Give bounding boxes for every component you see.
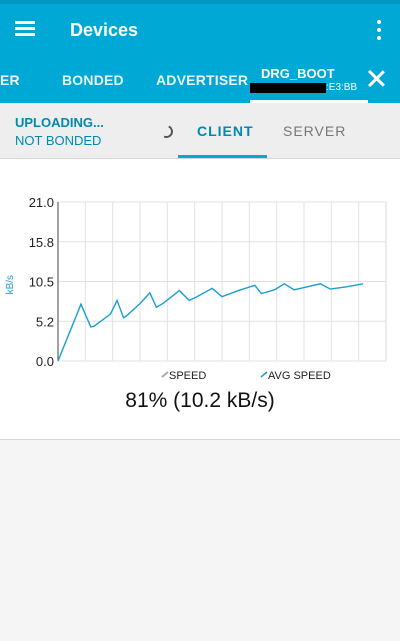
hamburger-menu-icon[interactable] [15, 19, 37, 39]
legend-label-avg-speed: AVG SPEED [268, 370, 331, 382]
upload-status: UPLOADING... [15, 115, 104, 130]
y-tick-label: 21.0 [29, 195, 54, 210]
y-tick-label: 5.2 [36, 314, 54, 329]
tab-bonded[interactable]: BONDED [62, 72, 124, 88]
device-address: :E3:BB [326, 82, 358, 93]
legend-label-speed: SPEED [169, 370, 206, 382]
progress-text: 81% (10.2 kB/s) [125, 389, 275, 412]
device-name: DRG_BOOT [261, 66, 335, 81]
app-bar: Devices ER BONDED ADVERTISER DRG_BOOT :E… [0, 0, 400, 103]
tab-server[interactable]: SERVER [283, 123, 347, 139]
bond-status: NOT BONDED [15, 133, 102, 148]
loading-spinner-icon [158, 123, 175, 140]
tab-client[interactable]: CLIENT [197, 123, 254, 139]
connection-bar: UPLOADING... NOT BONDED CLIENT SERVER [0, 103, 400, 159]
redacted-address [250, 83, 326, 93]
tab-advertiser[interactable]: ADVERTISER [156, 72, 249, 88]
tab-device[interactable]: DRG_BOOT :E3:BB [250, 59, 400, 103]
close-icon[interactable] [368, 70, 385, 87]
series-line-avg-speed [57, 282, 364, 362]
tab-scanner[interactable]: ER [0, 72, 20, 88]
more-vert-icon[interactable] [372, 19, 386, 41]
legend-swatch-speed [161, 371, 169, 378]
tab-indicator [250, 100, 368, 103]
speed-chart: 21.0 15.8 10.5 5.2 0.0 kB/s SPEED AVG SPEED [5, 195, 387, 382]
legend-swatch-avg-speed [260, 371, 268, 378]
speed-chart-card: 21.0 15.8 10.5 5.2 0.0 kB/s SPEED AVG SPEED 81%… [0, 159, 400, 440]
y-tick-label: 0.0 [36, 354, 54, 369]
client-tab-indicator [178, 155, 267, 158]
y-tick-label: 15.8 [29, 235, 54, 250]
app-title: Devices [70, 20, 139, 40]
y-tick-label: 10.5 [29, 275, 54, 290]
status-strip [0, 0, 400, 4]
y-axis-label: kB/s [5, 275, 16, 294]
